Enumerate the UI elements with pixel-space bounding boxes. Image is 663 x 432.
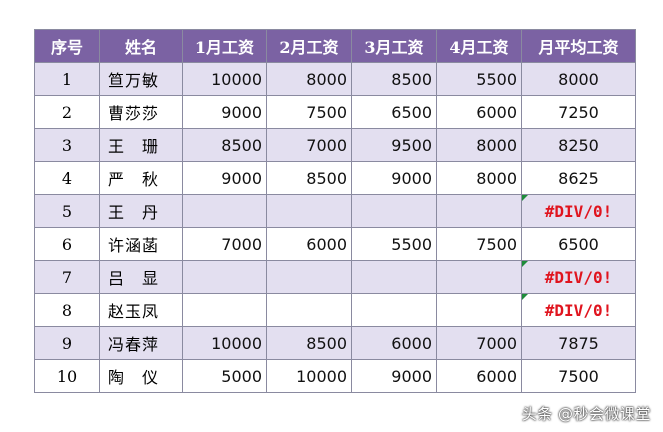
cell-mar-salary[interactable]: 5500	[351, 227, 437, 261]
cell-apr-salary[interactable]	[436, 260, 522, 294]
cell-feb-salary[interactable]: 10000	[266, 359, 352, 393]
cell-mar-salary[interactable]: 9000	[351, 359, 437, 393]
cell-name[interactable]: 王 珊	[99, 128, 183, 162]
header-cell-apr-salary[interactable]: 4月工资	[436, 29, 522, 63]
cell-jan-salary[interactable]: 10000	[182, 326, 267, 360]
cell-index[interactable]: 4	[34, 161, 100, 195]
error-value: #DIV/0!	[544, 267, 613, 287]
cell-monthly-average[interactable]: 7875	[521, 326, 636, 360]
cell-monthly-average[interactable]: 8000	[521, 62, 636, 96]
cell-apr-salary[interactable]: 8000	[436, 161, 522, 195]
cell-monthly-average[interactable]: #DIV/0!	[521, 293, 636, 327]
cell-name[interactable]: 许涵菡	[99, 227, 183, 261]
cell-index[interactable]: 8	[34, 293, 100, 327]
cell-apr-salary[interactable]: 7000	[436, 326, 522, 360]
header-row: 序号 姓名 1月工资 2月工资 3月工资 4月工资 月平均工资	[34, 29, 636, 63]
cell-mar-salary[interactable]: 9000	[351, 161, 437, 195]
table-row: 6 许涵菡 7000 6000 5500 7500 6500	[34, 227, 636, 261]
cell-name[interactable]: 笪万敏	[99, 62, 183, 96]
cell-feb-salary[interactable]	[266, 293, 352, 327]
table-row: 9 冯春萍 10000 8500 6000 7000 7875	[34, 326, 636, 360]
cell-apr-salary[interactable]: 5500	[436, 62, 522, 96]
watermark-text: 头条 @秒会微课堂	[521, 405, 651, 423]
header-cell-mar-salary[interactable]: 3月工资	[351, 29, 437, 63]
cell-index[interactable]: 10	[34, 359, 100, 393]
error-indicator-icon	[522, 294, 528, 300]
table-body: 1 笪万敏 10000 8000 8500 5500 8000 2 曹莎莎 9000 7500 650…	[34, 62, 636, 393]
cell-monthly-average[interactable]: #DIV/0!	[521, 194, 636, 228]
cell-index[interactable]: 2	[34, 95, 100, 129]
cell-apr-salary[interactable]: 8000	[436, 128, 522, 162]
cell-feb-salary[interactable]: 8500	[266, 326, 352, 360]
cell-mar-salary[interactable]	[351, 260, 437, 294]
cell-jan-salary[interactable]: 9000	[182, 95, 267, 129]
cell-jan-salary[interactable]: 8500	[182, 128, 267, 162]
error-value: #DIV/0!	[544, 201, 613, 221]
cell-name[interactable]: 陶 仪	[99, 359, 183, 393]
cell-mar-salary[interactable]	[351, 194, 437, 228]
cell-monthly-average[interactable]: 7500	[521, 359, 636, 393]
cell-apr-salary[interactable]	[436, 194, 522, 228]
cell-index[interactable]: 7	[34, 260, 100, 294]
cell-feb-salary[interactable]: 8500	[266, 161, 352, 195]
cell-name[interactable]: 王 丹	[99, 194, 183, 228]
cell-monthly-average[interactable]: 8625	[521, 161, 636, 195]
cell-jan-salary[interactable]	[182, 293, 267, 327]
header-cell-monthly-average[interactable]: 月平均工资	[521, 29, 636, 63]
cell-mar-salary[interactable]: 6500	[351, 95, 437, 129]
header-cell-jan-salary[interactable]: 1月工资	[182, 29, 267, 63]
cell-index[interactable]: 5	[34, 194, 100, 228]
cell-jan-salary[interactable]: 10000	[182, 62, 267, 96]
cell-monthly-average[interactable]: 8250	[521, 128, 636, 162]
cell-jan-salary[interactable]: 5000	[182, 359, 267, 393]
header-cell-name[interactable]: 姓名	[99, 29, 183, 63]
header-cell-feb-salary[interactable]: 2月工资	[266, 29, 352, 63]
cell-apr-salary[interactable]: 6000	[436, 359, 522, 393]
cell-mar-salary[interactable]: 9500	[351, 128, 437, 162]
cell-index[interactable]: 9	[34, 326, 100, 360]
table-row: 1 笪万敏 10000 8000 8500 5500 8000	[34, 62, 636, 96]
error-value: #DIV/0!	[544, 300, 613, 320]
table-row: 10 陶 仪 5000 10000 9000 6000 7500	[34, 359, 636, 393]
cell-mar-salary[interactable]: 8500	[351, 62, 437, 96]
cell-jan-salary[interactable]	[182, 194, 267, 228]
cell-apr-salary[interactable]: 6000	[436, 95, 522, 129]
cell-apr-salary[interactable]: 7500	[436, 227, 522, 261]
cell-name[interactable]: 赵玉凤	[99, 293, 183, 327]
cell-name[interactable]: 吕 显	[99, 260, 183, 294]
cell-feb-salary[interactable]: 6000	[266, 227, 352, 261]
error-indicator-icon	[522, 261, 528, 267]
cell-jan-salary[interactable]: 7000	[182, 227, 267, 261]
cell-feb-salary[interactable]: 7500	[266, 95, 352, 129]
cell-jan-salary[interactable]: 9000	[182, 161, 267, 195]
cell-apr-salary[interactable]	[436, 293, 522, 327]
cell-index[interactable]: 1	[34, 62, 100, 96]
cell-name[interactable]: 严 秋	[99, 161, 183, 195]
cell-name[interactable]: 冯春萍	[99, 326, 183, 360]
cell-name[interactable]: 曹莎莎	[99, 95, 183, 129]
error-indicator-icon	[522, 195, 528, 201]
cell-monthly-average[interactable]: #DIV/0!	[521, 260, 636, 294]
cell-jan-salary[interactable]	[182, 260, 267, 294]
cell-index[interactable]: 6	[34, 227, 100, 261]
cell-mar-salary[interactable]	[351, 293, 437, 327]
table-row: 2 曹莎莎 9000 7500 6500 6000 7250	[34, 95, 636, 129]
cell-index[interactable]: 3	[34, 128, 100, 162]
cell-feb-salary[interactable]: 8000	[266, 62, 352, 96]
cell-feb-salary[interactable]	[266, 194, 352, 228]
header-cell-index[interactable]: 序号	[34, 29, 100, 63]
cell-feb-salary[interactable]	[266, 260, 352, 294]
salary-table: 序号 姓名 1月工资 2月工资 3月工资 4月工资 月平均工资 1 笪万敏 1000…	[34, 29, 636, 393]
table-row: 8 赵玉凤 #DIV/0!	[34, 293, 636, 327]
cell-mar-salary[interactable]: 6000	[351, 326, 437, 360]
cell-monthly-average[interactable]: 6500	[521, 227, 636, 261]
cell-monthly-average[interactable]: 7250	[521, 95, 636, 129]
cell-feb-salary[interactable]: 7000	[266, 128, 352, 162]
